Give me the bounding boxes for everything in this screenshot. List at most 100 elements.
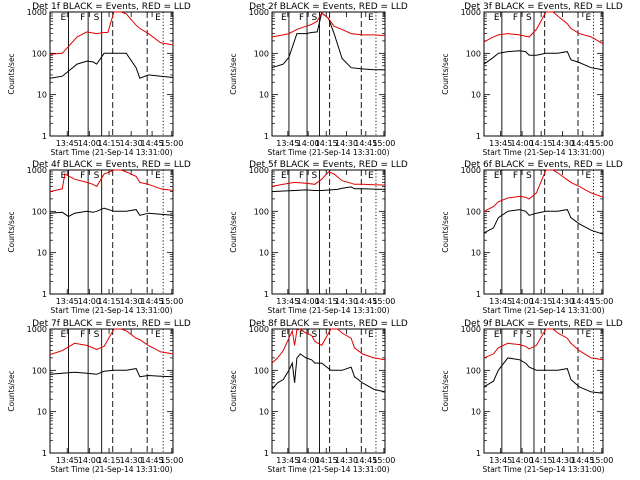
x-tick-label: 14:15 bbox=[98, 456, 121, 465]
x-tick-label: 14:15 bbox=[530, 139, 553, 148]
y-tick-label: 1 bbox=[264, 449, 269, 458]
x-tick-label: 14:30 bbox=[335, 139, 358, 148]
plot-frame bbox=[49, 11, 174, 137]
time-marker-label: E bbox=[494, 171, 500, 181]
x-axis-label: Start Time (21-Sep-14 13:31:00) bbox=[483, 306, 605, 315]
x-tick-label: 13:45 bbox=[276, 139, 299, 148]
y-axis-label: Counts/sec bbox=[229, 370, 238, 411]
x-tick-label: 14:15 bbox=[315, 456, 338, 465]
x-tick-label: 13:45 bbox=[276, 297, 299, 306]
y-tick-label: 100 bbox=[32, 366, 47, 375]
lld-series-line bbox=[49, 169, 174, 193]
detector-panel-9: Det 9f BLACK = Events, RED = LLD 1 10 100 10… bbox=[441, 319, 623, 474]
x-tick-label: 15:00 bbox=[590, 139, 613, 148]
panel-title: Det 6f BLACK = Events, RED = LLD bbox=[464, 160, 623, 170]
events-series-line bbox=[271, 353, 386, 393]
x-tick-label: 13:45 bbox=[56, 297, 79, 306]
y-axis-label: Counts/sec bbox=[441, 53, 450, 94]
lld-series-line bbox=[49, 328, 174, 356]
plot-frame bbox=[483, 11, 604, 137]
time-marker-label: E bbox=[281, 330, 287, 340]
time-marker-label: S bbox=[526, 171, 532, 181]
x-tick-label: 14:15 bbox=[98, 297, 121, 306]
time-marker-label: S bbox=[94, 13, 100, 23]
panel-title: Det 8f BLACK = Events, RED = LLD bbox=[249, 319, 408, 329]
x-tick-label: 14:15 bbox=[530, 297, 553, 306]
x-tick-label: 13:45 bbox=[489, 297, 512, 306]
x-tick-label: 14:00 bbox=[78, 297, 101, 306]
time-marker-label: S bbox=[311, 330, 317, 340]
x-tick-label: 14:30 bbox=[335, 297, 358, 306]
y-tick-label: 10 bbox=[471, 408, 481, 417]
panel-title: Det 2f BLACK = Events, RED = LLD bbox=[249, 2, 408, 12]
time-marker-label: E bbox=[585, 330, 591, 340]
y-tick-label: 1 bbox=[264, 132, 269, 141]
x-tick-label: 15:00 bbox=[372, 456, 395, 465]
detector-panel-4: Det 4f BLACK = Events, RED = LLD 1 10 100 10… bbox=[7, 160, 191, 315]
x-tick-label: 13:45 bbox=[56, 456, 79, 465]
y-tick-label: 1000 bbox=[461, 325, 481, 334]
y-tick-label: 1000 bbox=[461, 8, 481, 17]
plot-frame bbox=[49, 328, 174, 454]
x-tick-label: 14:30 bbox=[120, 139, 143, 148]
lld-series-line bbox=[483, 328, 604, 361]
time-marker-label: F bbox=[299, 171, 304, 181]
time-marker-label: E bbox=[585, 171, 591, 181]
detector-panel-6: Det 6f BLACK = Events, RED = LLD 1 10 100 10… bbox=[441, 160, 623, 315]
time-marker-label: E bbox=[60, 13, 66, 23]
x-tick-label: 13:45 bbox=[489, 456, 512, 465]
y-tick-label: 1000 bbox=[27, 166, 47, 175]
events-series-line bbox=[49, 52, 174, 79]
time-marker-label: F bbox=[80, 171, 85, 181]
y-tick-label: 100 bbox=[32, 49, 47, 58]
lld-series-line bbox=[271, 12, 386, 38]
y-tick-label: 100 bbox=[32, 207, 47, 216]
x-tick-label: 13:45 bbox=[489, 139, 512, 148]
y-tick-label: 10 bbox=[259, 91, 269, 100]
detector-panel-3: Det 3f BLACK = Events, RED = LLD 1 10 100 10… bbox=[441, 2, 623, 157]
time-marker-label: E bbox=[368, 171, 374, 181]
y-tick-label: 10 bbox=[37, 408, 47, 417]
x-tick-label: 15:00 bbox=[372, 139, 395, 148]
y-tick-label: 10 bbox=[471, 91, 481, 100]
y-tick-label: 10 bbox=[37, 91, 47, 100]
x-tick-label: 14:00 bbox=[511, 456, 534, 465]
y-tick-label: 10 bbox=[259, 408, 269, 417]
time-marker-label: E bbox=[60, 330, 66, 340]
detector-panel-5: Det 5f BLACK = Events, RED = LLD 1 10 100 10… bbox=[229, 160, 408, 315]
x-tick-label: 14:30 bbox=[120, 297, 143, 306]
y-tick-label: 100 bbox=[466, 49, 481, 58]
x-tick-label: 15:00 bbox=[160, 139, 183, 148]
lld-series-line bbox=[271, 171, 386, 187]
panel-title: Det 3f BLACK = Events, RED = LLD bbox=[464, 2, 623, 12]
x-tick-label: 14:45 bbox=[571, 139, 594, 148]
time-marker-label: S bbox=[94, 330, 100, 340]
x-tick-label: 15:00 bbox=[372, 297, 395, 306]
time-marker-label: E bbox=[155, 171, 161, 181]
x-tick-label: 14:00 bbox=[78, 139, 101, 148]
lld-series-line bbox=[483, 169, 604, 212]
y-tick-label: 1 bbox=[476, 449, 481, 458]
y-tick-label: 1 bbox=[42, 290, 47, 299]
y-tick-label: 1 bbox=[264, 290, 269, 299]
y-tick-label: 10 bbox=[37, 249, 47, 258]
panel-title: Det 7f BLACK = Events, RED = LLD bbox=[32, 319, 191, 329]
x-tick-label: 14:00 bbox=[297, 139, 320, 148]
x-tick-label: 14:15 bbox=[315, 139, 338, 148]
x-tick-label: 14:30 bbox=[551, 456, 574, 465]
x-tick-label: 14:30 bbox=[335, 456, 358, 465]
y-tick-label: 1000 bbox=[249, 166, 269, 175]
plot-frame bbox=[271, 11, 386, 137]
time-marker-label: S bbox=[526, 13, 532, 23]
time-marker-label: S bbox=[311, 13, 317, 23]
detector-panel-8: Det 8f BLACK = Events, RED = LLD 1 10 100 10… bbox=[229, 319, 408, 474]
x-tick-label: 14:45 bbox=[354, 139, 377, 148]
x-tick-label: 15:00 bbox=[590, 456, 613, 465]
y-axis-label: Counts/sec bbox=[229, 53, 238, 94]
x-tick-label: 14:00 bbox=[297, 297, 320, 306]
y-tick-label: 1000 bbox=[27, 325, 47, 334]
y-tick-label: 10 bbox=[259, 249, 269, 258]
x-tick-label: 14:00 bbox=[297, 456, 320, 465]
y-tick-label: 100 bbox=[466, 207, 481, 216]
y-tick-label: 1 bbox=[476, 290, 481, 299]
